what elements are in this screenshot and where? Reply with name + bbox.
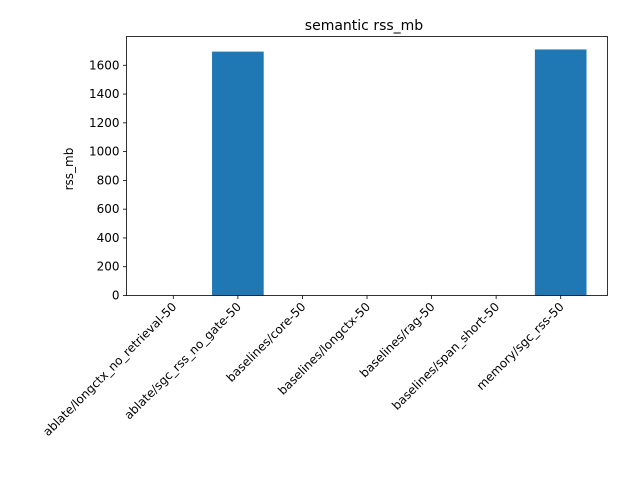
y-tick-label-2: 400 — [97, 231, 120, 245]
x-tick-label-1: ablate/sgc_rss_no_gate-50 — [121, 300, 244, 423]
y-axis-label: rss_mb — [62, 148, 76, 191]
plot-frame — [126, 36, 608, 296]
y-tick-label-8: 1600 — [89, 58, 120, 72]
bars-group — [212, 49, 587, 296]
y-axis: 0 200 400 600 800 1000 1200 1400 1600 — [89, 58, 127, 303]
y-tick-label-6: 1200 — [89, 116, 120, 130]
y-tick-label-5: 1000 — [89, 145, 120, 159]
y-tick-label-1: 200 — [97, 260, 120, 274]
x-tick-label-5: baselines/span_short-50 — [389, 300, 502, 413]
y-tick-label-4: 800 — [97, 173, 120, 187]
y-tick-label-0: 0 — [112, 289, 120, 303]
y-tick-label-3: 600 — [97, 202, 120, 216]
y-tick-label-7: 1400 — [89, 87, 120, 101]
x-tick-label-0: ablate/longctx_no_retrieval-50 — [40, 300, 179, 439]
chart-title: semantic rss_mb — [305, 18, 424, 34]
bar-6 — [534, 49, 587, 296]
x-axis: ablate/longctx_no_retrieval-50ablate/sgc… — [40, 295, 567, 439]
bar-1 — [212, 51, 264, 296]
